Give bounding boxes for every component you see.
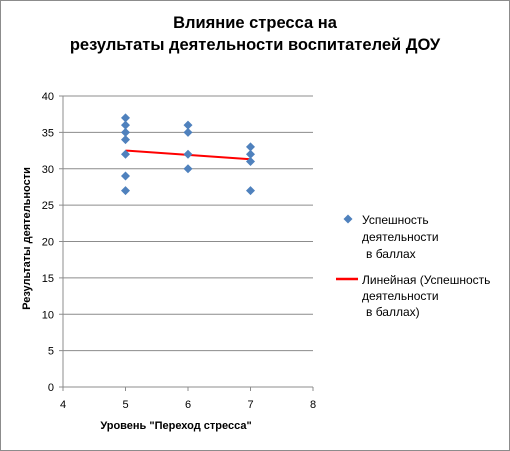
legend-label-trendline: деятельности <box>362 289 439 303</box>
data-point <box>121 171 130 181</box>
chart-title-line-2: результаты деятельности воспитателей ДОУ <box>69 36 441 54</box>
legend-label-trendline: в баллах) <box>366 305 420 319</box>
x-tick-label: 4 <box>60 399 66 411</box>
chart-title-line-1: Влияние стресса на <box>173 14 337 32</box>
data-point <box>183 120 193 130</box>
data-point <box>121 113 130 123</box>
data-points <box>121 113 255 196</box>
legend-label-points: Успешность <box>362 213 429 227</box>
legend-label-trendline: Линейная (Успешность <box>362 273 490 287</box>
legend-label-points: в баллах <box>366 247 416 261</box>
y-tick-label: 5 <box>48 346 54 358</box>
data-point <box>246 186 255 196</box>
x-tick-label: 7 <box>247 399 253 411</box>
data-point <box>183 164 193 174</box>
y-tick-label: 0 <box>48 382 54 394</box>
legend-label-points: деятельности <box>362 230 439 244</box>
data-point <box>121 120 130 130</box>
y-tick-label: 20 <box>42 237 54 249</box>
data-point <box>121 186 130 196</box>
legend-marker-points <box>343 214 353 224</box>
y-axis-title: Результаты деятельности <box>21 167 33 310</box>
y-tick-label: 25 <box>42 200 54 212</box>
chart-title: Влияние стресса на результаты деятельнос… <box>0 12 510 56</box>
y-tick-label: 40 <box>42 91 54 103</box>
x-tick-label: 8 <box>310 399 316 411</box>
legend: Успешность деятельности в баллах Линейная (… <box>336 213 490 319</box>
data-point <box>246 149 255 159</box>
data-point <box>183 127 193 137</box>
x-tick-label: 6 <box>185 399 191 411</box>
data-point <box>246 156 255 166</box>
y-tick-label: 15 <box>42 273 54 285</box>
data-point <box>121 149 130 159</box>
x-tick-label: 5 <box>122 399 128 411</box>
data-point <box>183 149 193 159</box>
y-tick-label: 35 <box>42 127 54 139</box>
data-point <box>121 135 130 145</box>
x-axis-title: Уровень "Переход стресса" <box>100 420 251 432</box>
data-point <box>121 127 130 137</box>
y-tick-label: 30 <box>42 164 54 176</box>
y-tick-label: 10 <box>42 309 54 321</box>
data-point <box>246 142 255 152</box>
